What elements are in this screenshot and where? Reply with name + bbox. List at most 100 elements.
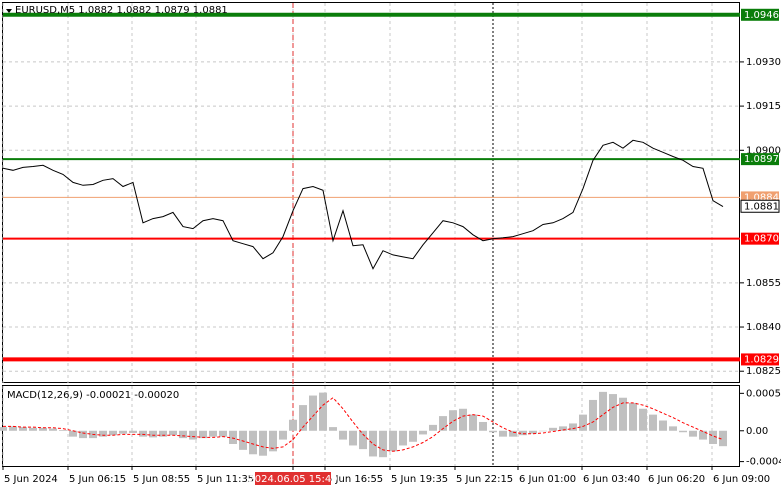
level-label: 1.0946 (744, 10, 779, 21)
macd-bar (539, 430, 547, 432)
macd-bar (289, 419, 297, 431)
y-tick-label: -0.00042 (746, 457, 781, 468)
macd-bar (439, 416, 447, 431)
macd-bar (159, 430, 167, 437)
macd-bar (0, 427, 7, 431)
level-label: 1.0870 (744, 234, 779, 245)
level-label: 1.0829 (744, 354, 779, 365)
macd-bar (119, 430, 127, 434)
macd-bar (109, 430, 117, 436)
macd-bar (459, 408, 467, 431)
macd-bar (29, 427, 37, 431)
x-tick-label: 6 Jun 09:00 (713, 474, 770, 485)
macd-bar (9, 426, 17, 431)
x-tick-label: 6 Jun 06:20 (648, 474, 705, 485)
x-tick-label: 5 Jun 08:55 (133, 474, 190, 485)
macd-bar (679, 430, 687, 433)
macd-signal (3, 397, 724, 452)
macd-bar (579, 414, 587, 431)
macd-bar (549, 427, 557, 431)
macd-bar (569, 423, 577, 431)
macd-bar (39, 427, 47, 431)
macd-bar (429, 424, 437, 431)
level-label-box (741, 353, 779, 366)
macd-bar (269, 430, 277, 452)
macd-bar (479, 421, 487, 431)
macd-bar (669, 426, 677, 431)
macd-bar (499, 430, 507, 437)
macd-bar (699, 430, 707, 440)
y-tick-label: 0.00 (746, 426, 768, 437)
macd-bar (149, 430, 157, 438)
macd-pane (2, 385, 740, 467)
y-tick-label: 0.00051 (746, 388, 781, 399)
macd-bar (709, 430, 717, 444)
macd-bar (129, 430, 137, 433)
macd-bar (349, 430, 357, 446)
y-tick-label: 1.0840 (746, 322, 781, 333)
x-tick-label: 6 Jun 03:40 (583, 474, 640, 485)
last-price-box (740, 199, 780, 213)
level-label: 1.0897 (744, 154, 779, 165)
macd-bar (259, 430, 267, 456)
x-tick-label: 2024.06.05 15:40 (248, 474, 337, 485)
macd-bar (179, 430, 187, 439)
macd-bar (629, 402, 637, 431)
x-tick-highlight (255, 472, 331, 485)
macd-bar (419, 430, 427, 435)
macd-bar (79, 430, 87, 439)
macd-bar (99, 430, 107, 437)
x-tick-label: 5 Jun 2024 (4, 474, 58, 485)
macd-bar (329, 427, 337, 431)
macd-bar (239, 430, 247, 450)
macd-bar (209, 430, 217, 437)
menu-arrow (6, 9, 12, 13)
macd-bar (469, 414, 477, 431)
macd-bar (219, 430, 227, 437)
macd-bar (529, 430, 537, 434)
macd-bar (309, 395, 317, 431)
macd-bar (649, 414, 657, 431)
macd-bar (619, 397, 627, 431)
marks (0, 12, 740, 458)
macd-bar (139, 430, 147, 437)
x-tick-label: 5 Jun 22:15 (456, 474, 513, 485)
price-line (2, 139, 724, 270)
macd-bar (189, 430, 197, 440)
level-label: 1.0884 (744, 192, 779, 203)
level-label-box (741, 232, 779, 245)
macd-bar (299, 405, 307, 431)
macd-bar (589, 399, 597, 431)
macd-bar (369, 430, 377, 457)
x-tick-label: 6 Jun 01:00 (519, 474, 576, 485)
level-label-box (741, 8, 779, 21)
chart-title: EURUSD,M5 1.0882 1.0882 1.0879 1.0881 (15, 5, 228, 16)
x-tick-label: 5 Jun 06:15 (69, 474, 126, 485)
price-pane (2, 2, 740, 383)
macd-bar (489, 430, 497, 433)
macd-bar (659, 420, 667, 431)
macd-bar (199, 430, 207, 439)
level-label-box (741, 153, 779, 166)
macd-bar (609, 394, 617, 431)
macd-bar (639, 408, 647, 431)
macd-bar (519, 430, 527, 436)
macd-bar (229, 430, 237, 444)
macd-bar (69, 430, 77, 437)
macd-bar (409, 430, 417, 442)
y-tick-label: 1.0915 (746, 101, 781, 112)
macd-bar (389, 430, 397, 452)
macd-title: MACD(12,26,9) -0.00021 -0.00020 (7, 390, 179, 401)
y-tick-label: 1.0930 (746, 57, 781, 68)
macd-bar (449, 410, 457, 431)
macd-bar (359, 430, 367, 450)
x-tick-label: 5 Jun 11:35 (197, 474, 254, 485)
macd-bar (379, 430, 387, 458)
x-tick-label: 5 Jun 19:35 (391, 474, 448, 485)
y-tick-label: 1.0825 (746, 366, 781, 377)
macd-bar (279, 430, 287, 440)
macd-bar (559, 426, 567, 431)
macd-bar (49, 428, 57, 431)
y-tick-label: 1.0900 (746, 145, 781, 156)
